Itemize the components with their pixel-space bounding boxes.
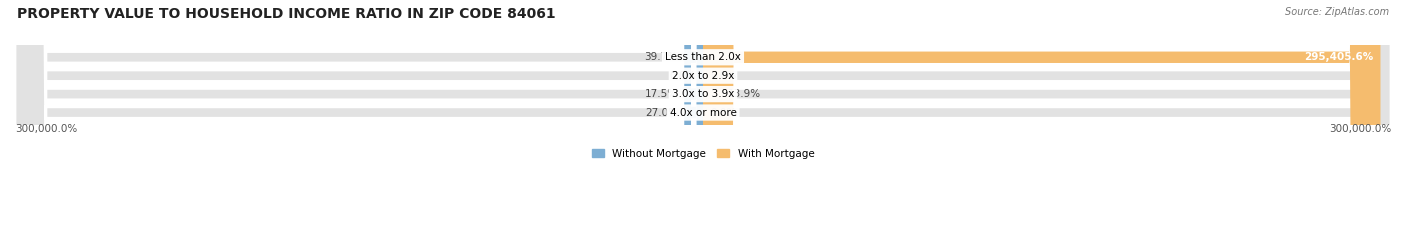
FancyBboxPatch shape <box>703 0 721 233</box>
FancyBboxPatch shape <box>15 0 1391 233</box>
FancyBboxPatch shape <box>15 0 1391 233</box>
Text: 300,000.0%: 300,000.0% <box>1329 124 1391 134</box>
FancyBboxPatch shape <box>15 0 1391 233</box>
Text: 0.0%: 0.0% <box>669 71 696 81</box>
Text: 0.0%: 0.0% <box>710 108 737 118</box>
Text: 3.0x to 3.9x: 3.0x to 3.9x <box>672 89 734 99</box>
Text: Less than 2.0x: Less than 2.0x <box>665 52 741 62</box>
Text: Source: ZipAtlas.com: Source: ZipAtlas.com <box>1285 7 1389 17</box>
Text: 0.0%: 0.0% <box>710 71 737 81</box>
Text: PROPERTY VALUE TO HOUSEHOLD INCOME RATIO IN ZIP CODE 84061: PROPERTY VALUE TO HOUSEHOLD INCOME RATIO… <box>17 7 555 21</box>
Text: 4.0x or more: 4.0x or more <box>669 108 737 118</box>
FancyBboxPatch shape <box>685 0 703 233</box>
Text: 300,000.0%: 300,000.0% <box>15 124 77 134</box>
FancyBboxPatch shape <box>685 0 703 233</box>
Text: 13.9%: 13.9% <box>728 89 762 99</box>
FancyBboxPatch shape <box>685 0 703 233</box>
FancyBboxPatch shape <box>15 0 1391 233</box>
Text: 17.5%: 17.5% <box>644 89 678 99</box>
Text: 27.0%: 27.0% <box>645 108 678 118</box>
Text: 39.7%: 39.7% <box>644 52 678 62</box>
Text: 295,405.6%: 295,405.6% <box>1305 52 1374 62</box>
Text: 2.0x to 2.9x: 2.0x to 2.9x <box>672 71 734 81</box>
FancyBboxPatch shape <box>703 0 1381 233</box>
Legend: Without Mortgage, With Mortgage: Without Mortgage, With Mortgage <box>588 144 818 163</box>
